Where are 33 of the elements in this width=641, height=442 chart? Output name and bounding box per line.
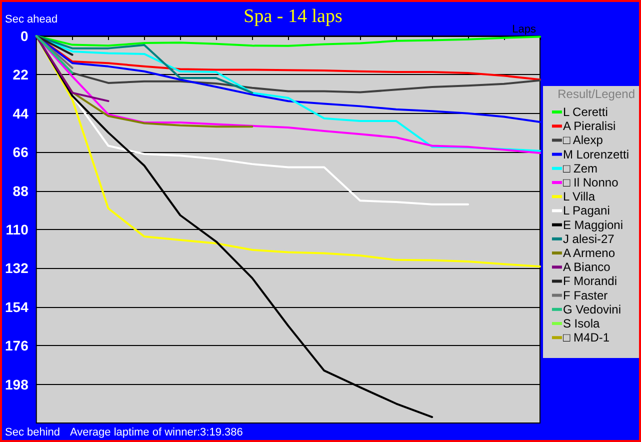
y-tick-label: 198 <box>5 376 29 392</box>
y-tick-label: 176 <box>5 338 29 354</box>
legend-label: L Pagani <box>562 204 610 218</box>
x-axis-title: Laps <box>512 24 536 36</box>
legend-label: □ Zem <box>562 161 598 176</box>
legend-label: E Maggioni <box>562 218 624 232</box>
y-axis-title: Sec ahead <box>5 14 58 26</box>
legend-label: A Armeno <box>562 246 616 260</box>
y-tick-label: 66 <box>12 144 29 160</box>
y-tick-label: 132 <box>5 260 29 276</box>
legend-label: J alesi-27 <box>562 232 615 246</box>
legend-label: A Bianco <box>562 260 611 274</box>
text: Sec behind <box>5 426 60 438</box>
legend-label: L Villa <box>562 190 596 204</box>
legend-label: G Vedovini <box>562 302 622 316</box>
legend-label: F Faster <box>562 288 608 302</box>
text: Average laptime of winner:3:19.386 <box>70 426 243 438</box>
legend-label: □ M4D-1 <box>562 330 610 345</box>
chart-title: Spa - 14 laps <box>244 6 342 27</box>
legend-label: F Morandi <box>562 274 617 288</box>
legend-label: A Pieralisi <box>562 119 616 134</box>
legend-label: L Ceretti <box>562 105 608 119</box>
legend-label: S Isola <box>562 316 600 330</box>
y-tick-label: 44 <box>12 105 29 122</box>
y-tick-label: 0 <box>20 28 29 44</box>
legend-label: □ Alexp <box>562 133 604 148</box>
y-tick-label: 154 <box>5 298 29 315</box>
y-tick-label: 88 <box>12 182 29 199</box>
legend-label: □ Il Nonno <box>562 176 619 190</box>
legend-label: M Lorenzetti <box>562 147 629 162</box>
y-tick-label: 110 <box>6 222 29 238</box>
y-tick-label: 22 <box>12 66 29 83</box>
legend-title: Result/Legend <box>558 87 635 101</box>
